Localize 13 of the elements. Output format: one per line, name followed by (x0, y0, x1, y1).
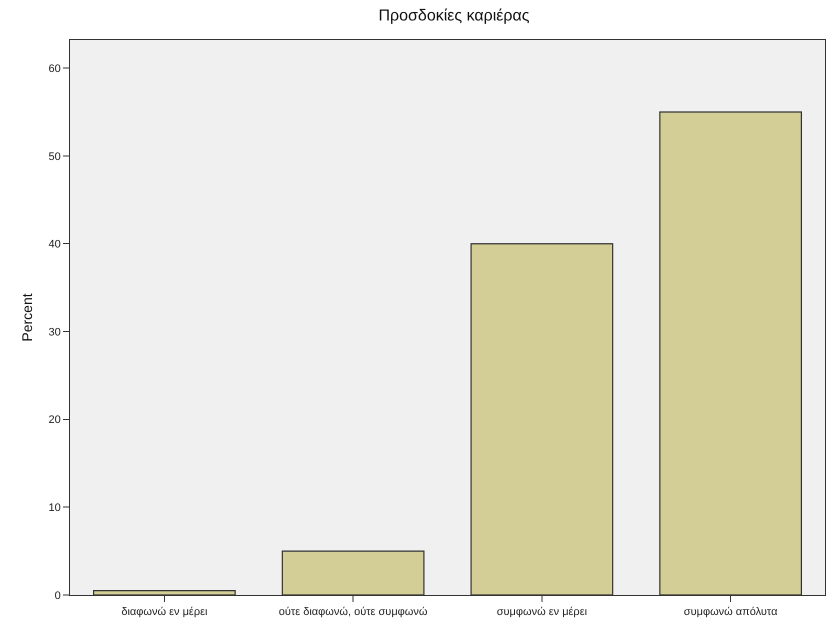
x-tick-label: διαφωνώ εν μέρει (121, 606, 208, 618)
y-tick-label: 0 (54, 590, 61, 602)
y-tick-label: 50 (48, 150, 61, 163)
y-axis-title: Percent (19, 293, 36, 342)
chart-title: Προσδοκίες καριέρας (378, 8, 530, 25)
y-tick-label: 10 (48, 502, 61, 514)
x-tick-label: συμφωνώ απόλυτα (684, 606, 778, 618)
x-tick-label: ούτε διαφωνώ, ούτε συμφωνώ (278, 606, 428, 618)
y-tick-label: 40 (48, 238, 61, 251)
y-tick-label: 30 (48, 326, 61, 338)
x-tick-label: συμφωνώ εν μέρει (496, 606, 588, 618)
y-tick-label: 60 (48, 62, 61, 75)
y-tick-label: 20 (48, 414, 61, 426)
